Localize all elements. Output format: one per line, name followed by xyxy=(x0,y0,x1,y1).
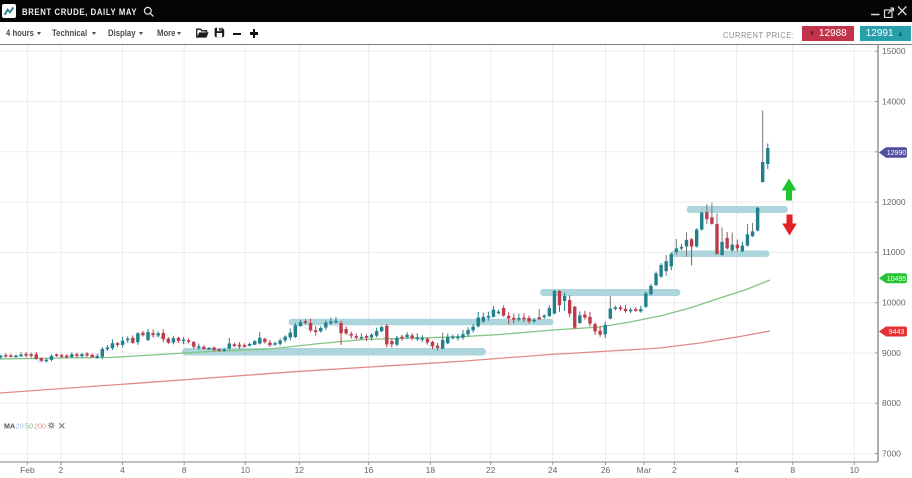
svg-text:10495: 10495 xyxy=(887,276,907,283)
svg-text:4: 4 xyxy=(734,465,739,475)
svg-text:8: 8 xyxy=(182,465,187,475)
svg-text:24: 24 xyxy=(548,465,558,475)
svg-text:50: 50 xyxy=(25,421,33,430)
svg-text:10: 10 xyxy=(850,465,860,475)
svg-text:Feb: Feb xyxy=(20,465,35,475)
svg-text:4: 4 xyxy=(120,465,125,475)
svg-text:Mar: Mar xyxy=(637,465,652,475)
svg-text:12: 12 xyxy=(295,465,305,475)
svg-text:8000: 8000 xyxy=(882,398,901,408)
svg-text:22: 22 xyxy=(486,465,496,475)
svg-text:8: 8 xyxy=(790,465,795,475)
svg-text:200: 200 xyxy=(34,421,46,430)
svg-text:10: 10 xyxy=(241,465,251,475)
svg-text:11000: 11000 xyxy=(882,247,905,257)
svg-text:12990: 12990 xyxy=(887,150,907,157)
svg-text:14000: 14000 xyxy=(882,96,906,106)
svg-text:16: 16 xyxy=(364,465,374,475)
svg-text:MA: MA xyxy=(4,421,15,430)
svg-text:18: 18 xyxy=(426,465,436,475)
svg-text:7000: 7000 xyxy=(882,448,901,458)
svg-text:2: 2 xyxy=(672,465,677,475)
svg-text:9443: 9443 xyxy=(889,329,905,336)
svg-text:9000: 9000 xyxy=(882,348,901,358)
svg-text:20: 20 xyxy=(16,421,24,430)
svg-text:12000: 12000 xyxy=(882,197,906,207)
svg-text:15000: 15000 xyxy=(882,46,906,56)
svg-text:2: 2 xyxy=(59,465,64,475)
svg-text:10000: 10000 xyxy=(882,298,906,308)
svg-text:26: 26 xyxy=(601,465,611,475)
